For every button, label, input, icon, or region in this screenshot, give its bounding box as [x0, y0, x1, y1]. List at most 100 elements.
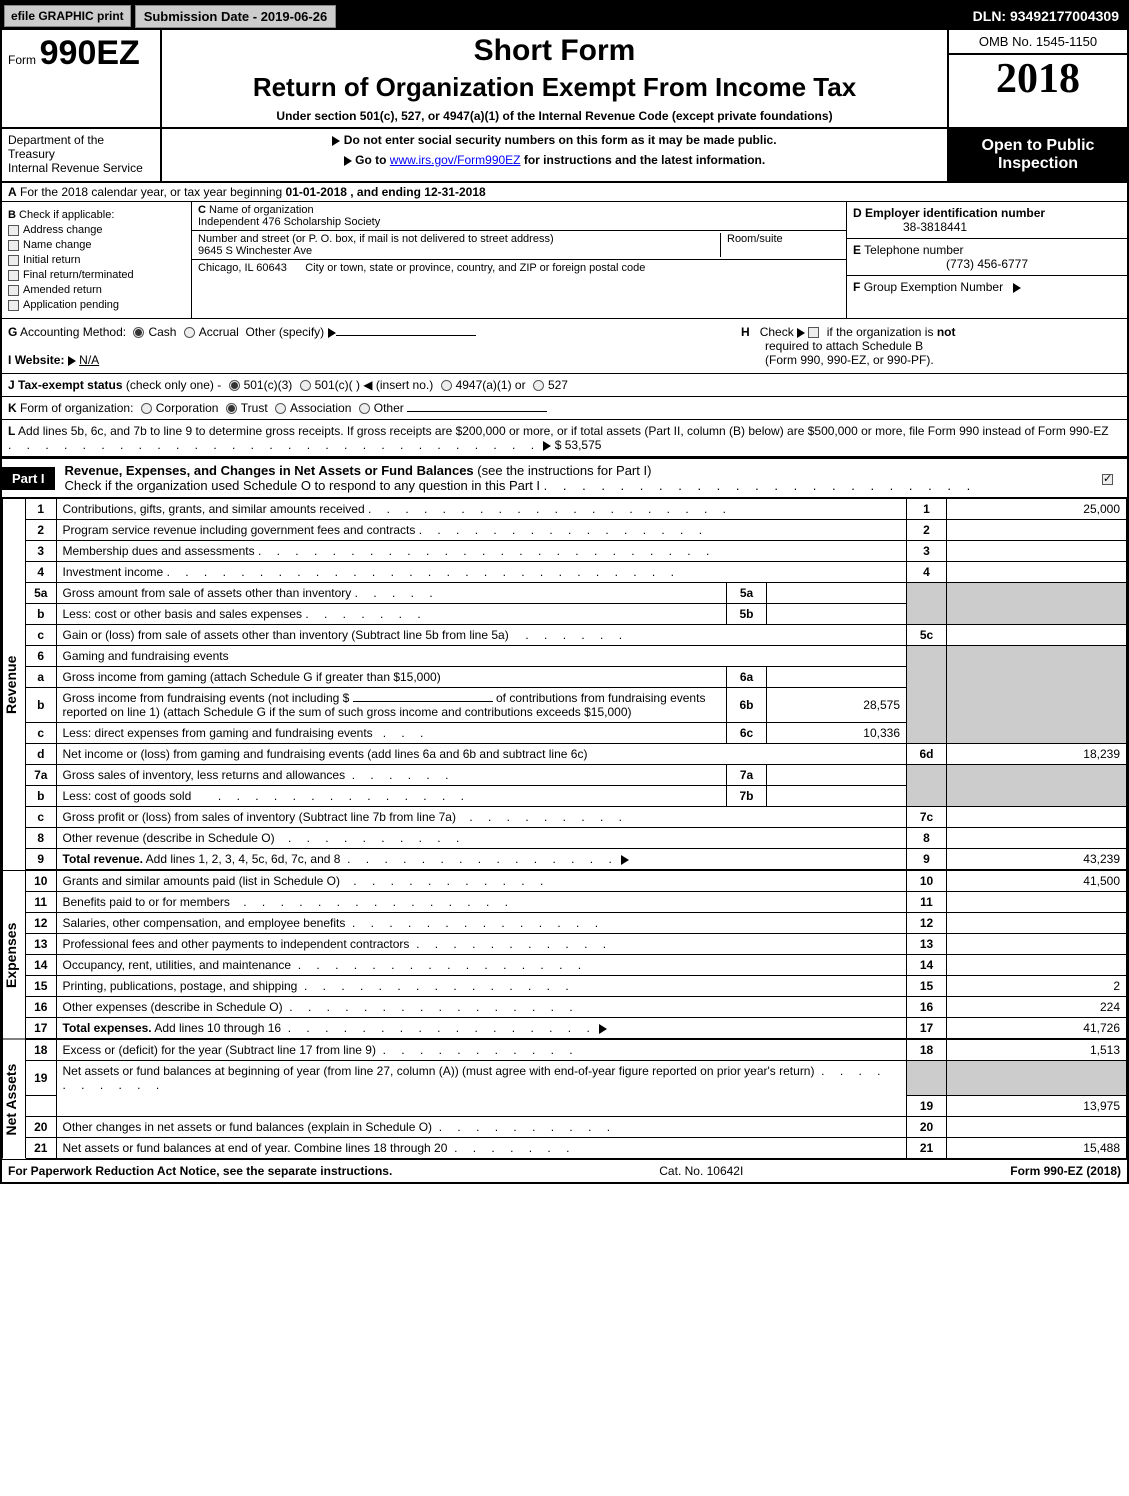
arrow-icon [332, 136, 340, 146]
checkbox-address-change[interactable] [8, 225, 19, 236]
label-h: H [741, 325, 750, 339]
form-header: Form 990EZ Short Form Return of Organiza… [2, 30, 1127, 129]
radio-association[interactable] [275, 403, 286, 414]
and-ending: , and ending [350, 185, 421, 199]
line-6d: d Net income or (loss) from gaming and f… [26, 744, 1127, 765]
radio-other[interactable] [359, 403, 370, 414]
label-i: I [8, 353, 11, 367]
tax-exempt-label: Tax-exempt status [18, 378, 122, 392]
part-1-check-text: Check if the organization used Schedule … [65, 478, 541, 493]
part-1-header: Part I Revenue, Expenses, and Changes in… [2, 457, 1127, 498]
efile-print-button[interactable]: efile GRAPHIC print [4, 5, 131, 27]
checkbox-schedule-b[interactable] [808, 327, 819, 338]
expenses-block: Expenses 10 Grants and similar amounts p… [2, 870, 1127, 1039]
line-20: 20 Other changes in net assets or fund b… [26, 1116, 1127, 1137]
line-num: 1 [26, 499, 56, 520]
item-address-change: Address change [23, 224, 103, 236]
label-c: C [198, 204, 206, 216]
checkbox-final-return[interactable] [8, 270, 19, 281]
ein-label: Employer identification number [865, 206, 1045, 220]
group-exemption-label: Group Exemption Number [864, 280, 1003, 294]
line-14: 14 Occupancy, rent, utilities, and maint… [26, 955, 1127, 976]
line-desc: Contributions, gifts, grants, and simila… [63, 502, 365, 516]
do-not-enter-text: Do not enter social security numbers on … [344, 133, 777, 147]
label-d: D [853, 206, 862, 220]
catalog-number: Cat. No. 10642I [392, 1164, 1010, 1178]
revenue-block: Revenue 1 Contributions, gifts, grants, … [2, 498, 1127, 870]
checkbox-application-pending[interactable] [8, 300, 19, 311]
row-g: G Accounting Method: Cash Accrual Other … [8, 325, 741, 367]
radio-4947[interactable] [441, 380, 452, 391]
under-section-text: Under section 501(c), 527, or 4947(a)(1)… [172, 109, 937, 123]
line-15: 15 Printing, publications, postage, and … [26, 976, 1127, 997]
arrow-icon [543, 441, 551, 451]
revenue-sidelabel: Revenue [2, 498, 26, 870]
open-public-label: Open to Public [953, 137, 1123, 155]
radio-accrual[interactable] [184, 327, 195, 338]
checkbox-amended-return[interactable] [8, 285, 19, 296]
label-k: K [8, 401, 17, 415]
accrual-label: Accrual [199, 325, 239, 339]
radio-501c3[interactable] [229, 380, 240, 391]
arrow-icon [344, 156, 352, 166]
item-amended-return: Amended return [23, 284, 102, 296]
form-of-org-label: Form of organization: [20, 401, 133, 415]
radio-trust[interactable] [226, 403, 237, 414]
dln-number: DLN: 93492177004309 [973, 8, 1127, 24]
opt-association: Association [290, 401, 351, 415]
line-17: 17 Total expenses. Add lines 10 through … [26, 1018, 1127, 1039]
net-assets-table: 18 Excess or (deficit) for the year (Sub… [26, 1039, 1127, 1159]
opt-corporation: Corporation [156, 401, 219, 415]
checkbox-name-change[interactable] [8, 240, 19, 251]
arrow-icon [328, 328, 336, 338]
checkbox-schedule-o[interactable] [1102, 474, 1113, 485]
box-c: C Name of organization Independent 476 S… [192, 202, 847, 318]
not-text: not [937, 325, 956, 339]
street-label: Number and street (or P. O. box, if mail… [198, 233, 554, 245]
row-k: K Form of organization: Corporation Trus… [2, 397, 1127, 420]
line-19b: 19 13,975 [26, 1095, 1127, 1116]
shaded-cell [907, 1061, 947, 1096]
form-990ez-page: efile GRAPHIC print Submission Date - 20… [0, 0, 1129, 1184]
radio-corporation[interactable] [141, 403, 152, 414]
top-bar: efile GRAPHIC print Submission Date - 20… [2, 2, 1127, 30]
section-a-row: A For the 2018 calendar year, or tax yea… [2, 183, 1127, 202]
row-g-h: G Accounting Method: Cash Accrual Other … [2, 319, 1127, 374]
shaded-cell [947, 583, 1127, 625]
line-7c: c Gross profit or (loss) from sales of i… [26, 807, 1127, 828]
line-1: 1 Contributions, gifts, grants, and simi… [26, 499, 1127, 520]
website-label: Website: [15, 353, 65, 367]
name-of-org-label: Name of organization [209, 204, 314, 216]
goto-prefix: Go to [355, 153, 386, 167]
line-18: 18 Excess or (deficit) for the year (Sub… [26, 1040, 1127, 1061]
radio-527[interactable] [533, 380, 544, 391]
form-number-box: Form 990EZ [2, 30, 162, 127]
irs-form-link[interactable]: www.irs.gov/Form990EZ [390, 153, 521, 167]
accounting-method-label: Accounting Method: [20, 325, 126, 339]
insert-no: (insert no.) [376, 378, 433, 392]
radio-cash[interactable] [133, 327, 144, 338]
header-right-box: OMB No. 1545-1150 2018 [947, 30, 1127, 127]
checkbox-initial-return[interactable] [8, 255, 19, 266]
arrow-icon [621, 855, 629, 865]
end-date: 12-31-2018 [424, 185, 485, 199]
line-10: 10 Grants and similar amounts paid (list… [26, 871, 1127, 892]
phone-value: (773) 456-6777 [853, 257, 1121, 271]
box-b: B Check if applicable: Address change Na… [2, 202, 192, 318]
line-16: 16 Other expenses (describe in Schedule … [26, 997, 1127, 1018]
expenses-sidelabel: Expenses [2, 870, 26, 1039]
net-assets-sidelabel: Net Assets [2, 1039, 26, 1159]
line-3: 3 Membership dues and assessments . . . … [26, 541, 1127, 562]
phone-label: Telephone number [864, 243, 963, 257]
opt-4947: 4947(a)(1) or [456, 378, 526, 392]
required-schedule-b: required to attach Schedule B [741, 339, 923, 353]
form-number: 990EZ [40, 34, 140, 72]
item-application-pending: Application pending [23, 299, 119, 311]
radio-501c[interactable] [300, 380, 311, 391]
website-value: N/A [79, 353, 99, 367]
department-label: Department of the Treasury [8, 133, 154, 161]
city-label: City or town, state or province, country… [305, 262, 645, 274]
box-d-e-f: D Employer identification number 38-3818… [847, 202, 1127, 318]
paperwork-notice: For Paperwork Reduction Act Notice, see … [8, 1164, 392, 1178]
tax-year: 2018 [949, 55, 1127, 103]
